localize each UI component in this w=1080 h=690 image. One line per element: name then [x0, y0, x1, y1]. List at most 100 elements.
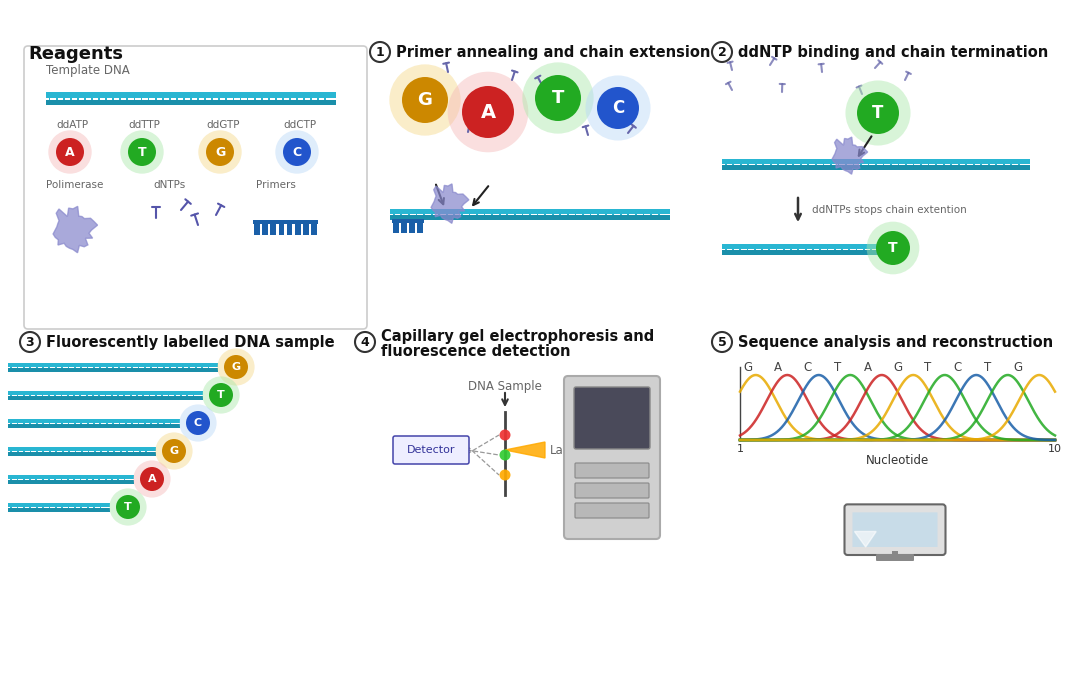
Bar [29, 478, 31, 480]
Bar [409, 222, 415, 233]
Bar [793, 164, 794, 166]
Bar [48, 478, 50, 480]
Bar [98, 478, 100, 480]
Text: A: A [148, 474, 157, 484]
Bar [590, 213, 592, 215]
Text: C: C [804, 361, 812, 374]
Circle shape [186, 411, 210, 435]
Bar [740, 248, 741, 250]
Bar [10, 395, 12, 396]
Text: DNA Sample: DNA Sample [468, 380, 542, 393]
FancyBboxPatch shape [575, 463, 649, 478]
Bar [126, 451, 127, 452]
Bar [324, 97, 326, 100]
Bar [476, 213, 478, 215]
Bar [393, 213, 394, 215]
Bar [537, 213, 539, 215]
Circle shape [390, 64, 461, 136]
Bar [8, 508, 110, 512]
Bar [170, 366, 171, 368]
Circle shape [179, 404, 217, 442]
Bar [60, 478, 63, 480]
Bar [775, 248, 778, 250]
Bar [106, 366, 108, 368]
Bar [70, 97, 71, 100]
Bar [973, 164, 974, 166]
Text: ddCTP: ddCTP [283, 120, 316, 130]
Text: 10: 10 [1048, 444, 1062, 454]
Bar [36, 506, 38, 508]
Text: 5: 5 [717, 335, 727, 348]
Bar [303, 224, 309, 235]
Bar [552, 213, 554, 215]
Bar [133, 451, 134, 452]
Text: A: A [481, 103, 496, 121]
Bar [48, 395, 50, 396]
Bar [55, 422, 56, 424]
Bar [80, 366, 82, 368]
Bar [68, 366, 69, 368]
Bar [60, 395, 63, 396]
Bar [29, 422, 31, 424]
Bar [870, 248, 872, 250]
Bar [416, 213, 417, 215]
Bar [105, 478, 107, 480]
Bar [98, 395, 100, 396]
Text: T: T [137, 146, 146, 159]
Bar [778, 164, 780, 166]
Bar [240, 97, 242, 100]
Bar [23, 395, 25, 396]
Bar [157, 366, 159, 368]
Text: C: C [954, 361, 962, 374]
Bar [575, 213, 577, 215]
Text: G: G [743, 361, 753, 374]
Bar [8, 363, 218, 366]
Circle shape [140, 467, 164, 491]
Bar [295, 224, 300, 235]
FancyBboxPatch shape [24, 46, 367, 329]
Bar [837, 164, 839, 166]
Bar [303, 97, 305, 100]
Bar [392, 219, 424, 222]
Bar [23, 366, 25, 368]
Text: ddGTP: ddGTP [206, 120, 240, 130]
Bar [232, 97, 234, 100]
Circle shape [712, 42, 732, 62]
Bar [183, 366, 184, 368]
Bar [761, 248, 762, 250]
Bar [10, 478, 12, 480]
Text: 1: 1 [737, 444, 743, 454]
Bar [36, 366, 38, 368]
Bar [23, 422, 25, 424]
Text: A: A [65, 146, 75, 159]
Bar [8, 391, 203, 395]
Bar [134, 97, 135, 100]
Text: G: G [1013, 361, 1023, 374]
Text: Primers: Primers [256, 180, 296, 190]
Bar [928, 164, 930, 166]
Bar [73, 395, 75, 396]
Bar [176, 366, 177, 368]
Circle shape [858, 92, 899, 134]
FancyBboxPatch shape [575, 483, 649, 498]
Bar [438, 213, 440, 215]
Bar [11, 422, 12, 424]
Bar [112, 97, 114, 100]
Bar [254, 224, 260, 235]
Circle shape [499, 449, 511, 460]
Bar [390, 215, 670, 220]
Bar [120, 97, 121, 100]
Circle shape [129, 138, 156, 166]
Circle shape [56, 138, 84, 166]
Bar [723, 244, 882, 248]
Bar [146, 451, 147, 452]
Text: T: T [552, 89, 564, 107]
Circle shape [21, 332, 40, 352]
Bar [42, 422, 44, 424]
Polygon shape [505, 442, 545, 458]
Bar [204, 97, 206, 100]
Bar [8, 480, 134, 484]
Bar [183, 97, 185, 100]
Bar [55, 366, 56, 368]
Bar [92, 395, 94, 396]
